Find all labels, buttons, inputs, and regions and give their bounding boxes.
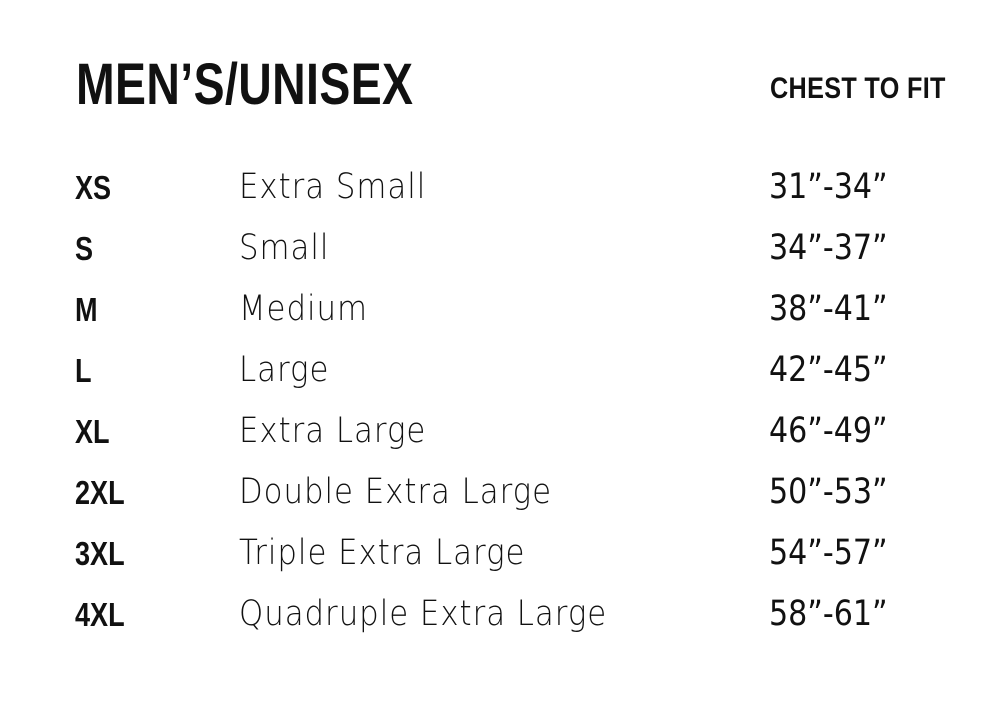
table-row: 2XL Double Extra Large 50”-53” xyxy=(0,472,1000,534)
table-row: M Medium 38”-41” xyxy=(0,289,1000,351)
size-description: Double Extra Large xyxy=(239,472,553,512)
table-row: 3XL Triple Extra Large 54”-57” xyxy=(0,533,1000,595)
size-description: Medium xyxy=(239,289,368,329)
size-code: 2XL xyxy=(75,474,125,511)
chest-measurement: 58”-61” xyxy=(769,594,888,634)
size-description: Large xyxy=(239,350,330,390)
size-code: XS xyxy=(75,169,112,206)
size-description: Small xyxy=(239,228,330,268)
size-description: Extra Small xyxy=(239,167,427,207)
chest-measurement: 38”-41” xyxy=(769,289,888,329)
chest-measurement: 34”-37” xyxy=(769,228,888,268)
size-code: XL xyxy=(75,413,110,450)
table-row: 4XL Quadruple Extra Large 58”-61” xyxy=(0,594,1000,656)
size-code: 4XL xyxy=(75,596,125,633)
size-code: M xyxy=(75,291,98,328)
table-row: L Large 42”-45” xyxy=(0,350,1000,412)
size-table: XS Extra Small 31”-34” S Small 34”-37” M… xyxy=(0,167,1000,656)
chest-to-fit-header: CHEST TO FIT xyxy=(770,72,946,105)
chest-measurement: 42”-45” xyxy=(769,350,888,390)
chest-measurement: 46”-49” xyxy=(769,411,888,451)
size-code: 3XL xyxy=(75,535,125,572)
table-row: XS Extra Small 31”-34” xyxy=(0,167,1000,229)
table-row: XL Extra Large 46”-49” xyxy=(0,411,1000,473)
size-description: Quadruple Extra Large xyxy=(239,594,608,634)
chest-measurement: 50”-53” xyxy=(769,472,888,512)
chest-measurement: 54”-57” xyxy=(769,533,888,573)
page-title: MEN’S/UNISEX xyxy=(76,52,414,117)
size-description: Extra Large xyxy=(239,411,427,451)
size-code: L xyxy=(75,352,92,389)
chart-header: MEN’S/UNISEX CHEST TO FIT xyxy=(0,56,1000,116)
chest-measurement: 31”-34” xyxy=(769,167,888,207)
size-description: Triple Extra Large xyxy=(239,533,526,573)
size-code: S xyxy=(75,230,94,267)
table-row: S Small 34”-37” xyxy=(0,228,1000,290)
